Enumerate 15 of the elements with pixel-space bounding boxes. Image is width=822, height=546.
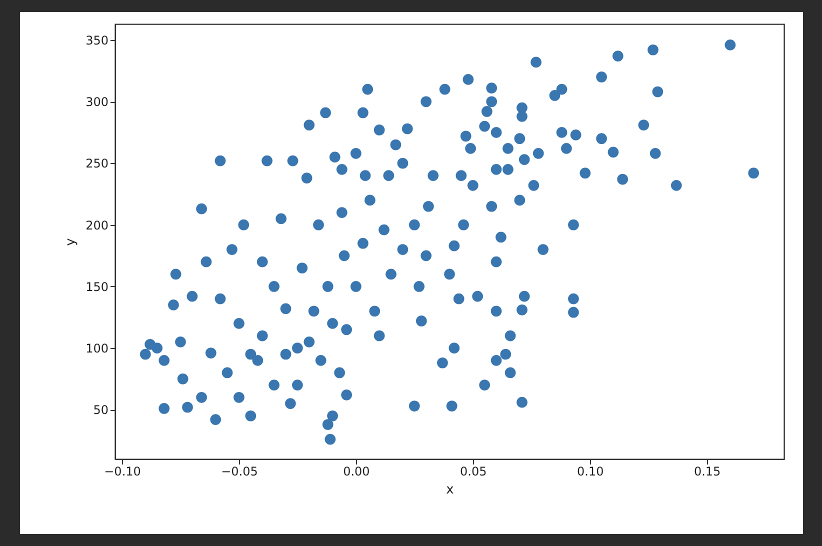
y-tick-label: 250: [86, 156, 108, 171]
x-tick-label: 0.10: [576, 464, 604, 478]
x-tick-label: 0.15: [694, 464, 721, 478]
x-tick-label: 0.05: [460, 464, 487, 478]
x-tick-label: 0.00: [343, 464, 370, 478]
x-axis-title: x: [446, 482, 454, 498]
y-tick-label: 350: [86, 34, 108, 48]
x-tick-label: −0.10: [104, 464, 141, 478]
y-tick-label: 50: [93, 403, 108, 418]
y-tick-label: 150: [86, 280, 108, 294]
y-axis-title: y: [64, 238, 79, 246]
y-tick-label: 100: [86, 342, 108, 356]
x-tick-label: −0.05: [221, 464, 258, 478]
y-tick-label: 200: [86, 218, 108, 232]
y-tick-label: 300: [86, 95, 108, 110]
